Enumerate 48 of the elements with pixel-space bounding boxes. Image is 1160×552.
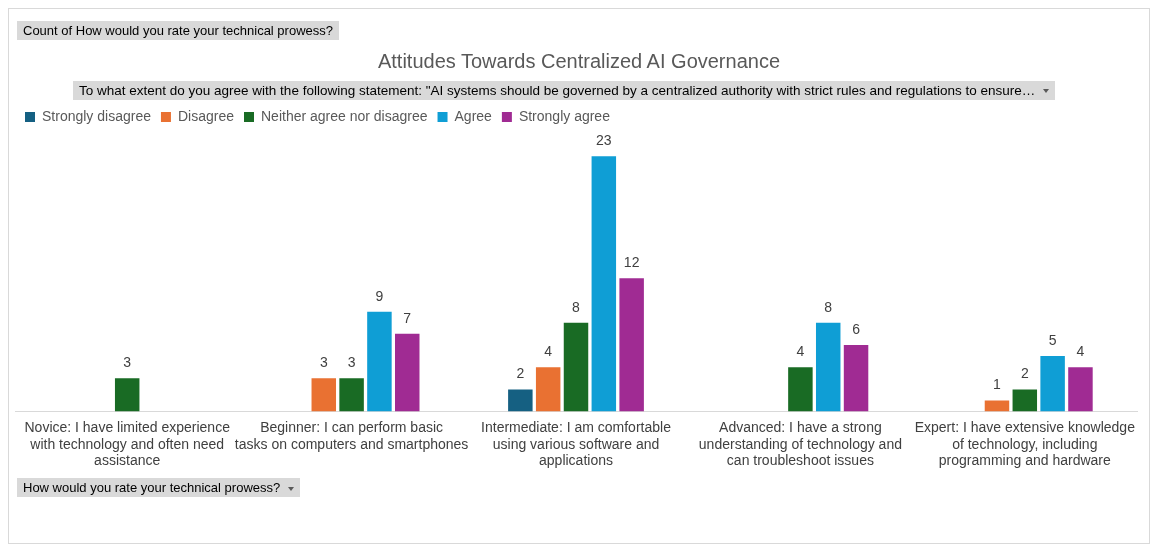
data-label: 9	[375, 287, 384, 304]
bar	[815, 322, 841, 412]
legend-label: Agree	[454, 107, 493, 124]
x-axis-title: How would you rate your technical prowess?	[17, 478, 301, 497]
data-label: 4	[796, 343, 805, 360]
data-label: 4	[1076, 343, 1085, 360]
bar	[984, 400, 1010, 412]
legend-label: Strongly agree	[518, 107, 611, 124]
bar	[619, 278, 644, 412]
data-label: 2	[1020, 365, 1029, 382]
x-tick-label: Expert: I have extensive knowledge of technology, including programming and hardware	[914, 418, 1136, 469]
legend-label: Disagree	[177, 107, 235, 124]
bar	[508, 389, 533, 412]
bar	[535, 367, 561, 412]
data-label: 3	[319, 354, 328, 371]
data-label: 8	[824, 298, 833, 315]
bar	[563, 322, 589, 412]
x-tick-label: Advanced: I have a strong understanding of technology and can troubleshoot issues	[698, 418, 902, 469]
data-label: 7	[403, 309, 412, 326]
data-label: 4	[544, 343, 553, 360]
data-label: 3	[347, 354, 356, 371]
bar	[788, 367, 813, 412]
data-label: 8	[572, 298, 581, 315]
bar	[843, 344, 869, 412]
bar	[591, 156, 617, 412]
data-label: 5	[1048, 331, 1057, 348]
bar	[1040, 356, 1065, 412]
legend-label: Neither agree nor disagree	[260, 107, 428, 124]
bar	[395, 333, 420, 412]
bar	[1012, 389, 1038, 412]
bar	[114, 378, 140, 412]
data-label: 1	[993, 376, 1002, 393]
data-label: 12	[623, 254, 640, 271]
text: Count of How would you rate your technical prowess?	[17, 21, 339, 40]
bar	[339, 378, 364, 412]
legend-label: Strongly disagree	[42, 107, 152, 124]
bar	[367, 311, 392, 412]
x-tick-label: Novice: I have limited experience with technology and often need assistance	[24, 418, 231, 469]
data-label: 6	[852, 320, 861, 337]
bar	[1068, 367, 1093, 412]
bar	[311, 378, 337, 412]
x-tick-label: Intermediate: I am comfortable using various software and applications	[481, 418, 672, 469]
x-tick-label: Beginner: I can perform basic tasks on computers and smartphones	[234, 418, 469, 452]
legend-title: To what extent do you agree with the following statement: "AI systems should be governed by a centralized authority with strict rules and regulations to ensure…	[73, 81, 1056, 100]
chart-title: Attitudes Towards Centralized AI Governance	[376, 50, 782, 73]
data-label: 2	[516, 365, 525, 382]
data-label: 23	[596, 132, 612, 149]
data-label: 3	[123, 354, 132, 371]
